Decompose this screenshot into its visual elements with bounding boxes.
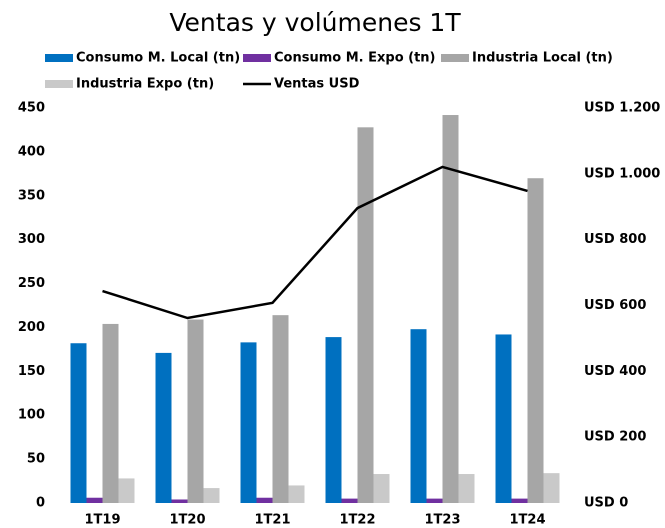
legend-label: Industria Local (tn) [472, 51, 613, 66]
bar [256, 497, 273, 503]
chart-title: Ventas y volúmenes 1T [169, 8, 461, 37]
y2-tick-label: USD 0 [584, 496, 628, 511]
bar [325, 337, 342, 503]
x-tick-label: 1T20 [169, 513, 205, 528]
x-tick-label: 1T24 [509, 513, 545, 528]
bar [373, 474, 390, 503]
y2-tick-label: USD 600 [584, 298, 646, 313]
y-tick-label: 300 [18, 232, 45, 247]
bar [341, 498, 358, 503]
legend-swatch [45, 54, 73, 62]
y-tick-label: 200 [18, 320, 45, 335]
x-tick-label: 1T21 [254, 513, 290, 528]
y-tick-label: 0 [36, 496, 45, 511]
bar [458, 474, 475, 503]
bar [155, 352, 172, 503]
bar [272, 315, 289, 503]
bar [527, 178, 544, 503]
bar [410, 329, 427, 503]
y-tick-label: 150 [18, 364, 45, 379]
bar [70, 343, 87, 503]
bar [118, 478, 135, 503]
y-tick-label: 250 [18, 276, 45, 291]
y-tick-label: 450 [18, 101, 45, 116]
y-tick-label: 350 [18, 188, 45, 203]
bar [187, 319, 204, 503]
bar [203, 488, 220, 503]
bar [288, 485, 305, 503]
y2-tick-label: USD 200 [584, 430, 646, 445]
y2-tick-label: USD 800 [584, 232, 646, 247]
bar [86, 497, 103, 503]
line [102, 165, 528, 320]
x-tick-label: 1T22 [339, 513, 375, 528]
bar [426, 498, 443, 503]
x-tick-label: 1T23 [424, 513, 460, 528]
legend-label: Consumo M. Local (tn) [76, 51, 240, 66]
bar [495, 334, 512, 503]
bar [240, 342, 257, 503]
bar [102, 323, 119, 503]
bar [171, 499, 188, 503]
legend-label: Industria Expo (tn) [76, 77, 214, 92]
x-tick-label: 1T19 [84, 513, 120, 528]
bar [511, 498, 528, 503]
legend-label: Consumo M. Expo (tn) [274, 51, 436, 66]
legend-label: Ventas USD [274, 77, 360, 92]
y2-tick-label: USD 1.000 [584, 166, 660, 181]
y2-tick-label: USD 1.200 [584, 101, 660, 116]
y-tick-label: 400 [18, 144, 45, 159]
legend-swatch [243, 54, 271, 62]
bar [442, 115, 459, 504]
y-tick-label: 100 [18, 408, 45, 423]
y2-tick-label: USD 400 [584, 364, 646, 379]
legend-swatch [45, 80, 73, 88]
bar [543, 473, 560, 503]
bar [357, 127, 374, 504]
y-tick-label: 50 [27, 452, 45, 467]
legend-swatch [441, 54, 469, 62]
